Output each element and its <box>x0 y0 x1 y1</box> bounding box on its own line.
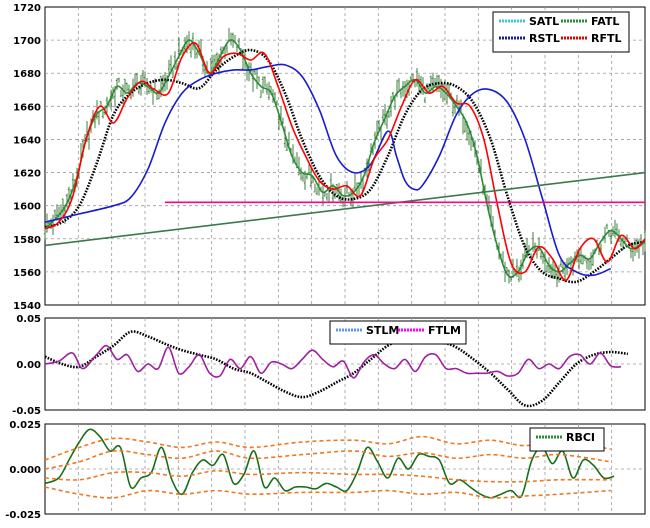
legend-label: FTLM <box>428 324 461 337</box>
series-band_dn_inner <box>44 469 611 483</box>
y-tick-label: 1680 <box>13 69 41 80</box>
panel-price: 1540 1560 1580 1600 1620 1640 1660 1680 1700 1720… <box>13 3 646 312</box>
y-tick-label: 1600 <box>13 202 41 213</box>
legend-label: RFTL <box>591 32 622 45</box>
series-rftl <box>44 42 646 281</box>
legend-box <box>492 11 630 53</box>
legend-label: RBCI <box>566 431 595 444</box>
y-tick-label: -0.025 <box>5 510 41 521</box>
y-tick-label: 1560 <box>13 268 41 279</box>
legend-box <box>529 427 605 452</box>
y-tick-label: 1540 <box>13 301 41 312</box>
series-trendline <box>44 171 646 247</box>
series-band_up_inner <box>44 449 611 470</box>
series-rstl <box>44 63 612 277</box>
y-tick-label: 1700 <box>13 36 41 47</box>
legend-price: SATL FATL RSTL RFTL <box>492 11 630 53</box>
legend-rbci: RBCI <box>529 427 605 452</box>
series-fatl <box>44 39 646 278</box>
series-band_dn_outer <box>44 486 611 499</box>
price-bars <box>43 27 646 288</box>
series-stlm <box>44 330 629 408</box>
legend-label: STLM <box>366 324 399 337</box>
panel-rbci: -0.025 0.000 0.025 RBCI <box>5 420 646 521</box>
legend-label: SATL <box>529 15 559 28</box>
y-tick-label: 1660 <box>13 102 41 113</box>
panel-stlm: -0.05 0.00 0.05 STLM FTLM <box>12 314 646 417</box>
legend-label: FATL <box>591 15 619 28</box>
y-tick-label: -0.05 <box>12 406 41 417</box>
y-tick-label: 0.00 <box>16 360 41 371</box>
series-satl <box>44 48 646 284</box>
y-tick-label: 1580 <box>13 235 41 246</box>
y-tick-label: 1640 <box>13 135 41 146</box>
series-ftlm <box>44 344 622 379</box>
legend-stlm: STLM FTLM <box>329 320 467 345</box>
legend-box <box>329 320 467 345</box>
legend-label: RSTL <box>529 32 560 45</box>
y-tick-label: 0.025 <box>9 420 41 431</box>
series-rbci <box>44 428 615 499</box>
y-tick-label: 0.05 <box>16 314 41 325</box>
y-tick-label: 1620 <box>13 169 41 180</box>
series-band_up_outer <box>44 435 611 461</box>
y-tick-label: 1720 <box>13 3 41 14</box>
y-tick-label: 0.000 <box>9 465 41 476</box>
